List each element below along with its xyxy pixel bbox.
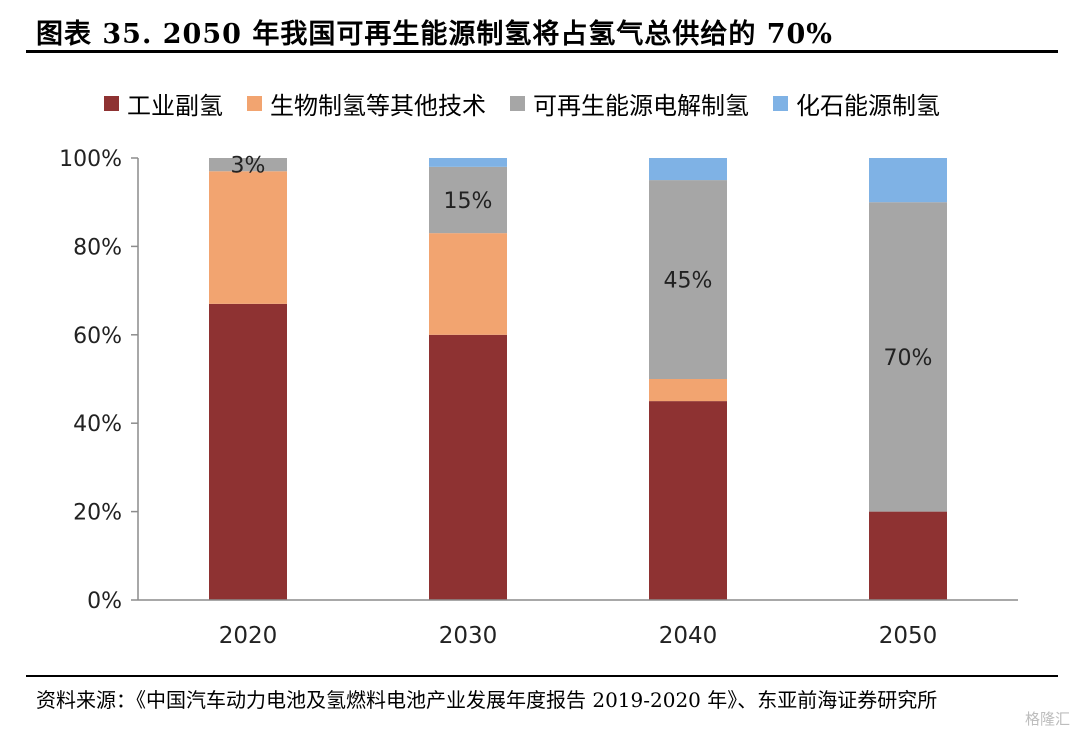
- legend-item-fossil: 化石能源制氢: [773, 86, 940, 121]
- bar-segment: [429, 233, 507, 335]
- legend-item-industrial: 工业副氢: [104, 86, 223, 121]
- bar-segment: [209, 158, 287, 172]
- stacked-bar-chart: 0% 20% 40% 60% 80% 100% 3% 2020 15% 2030 45% 2040 70…: [59, 147, 1018, 649]
- legend-swatch: [773, 96, 788, 111]
- legend-label: 工业副氢: [127, 92, 223, 120]
- bar-segment: [869, 511, 947, 600]
- legend-item-biological: 生物制氢等其他技术: [247, 86, 486, 121]
- data-label: 15%: [444, 189, 493, 214]
- bar-segment: [209, 171, 287, 304]
- x-tick-label: 2020: [219, 623, 278, 649]
- bar-segment: [649, 401, 727, 600]
- source-note: 资料来源：《中国汽车动力电池及氢燃料电池产业发展年度报告 2019-2020 年…: [36, 688, 938, 712]
- legend-swatch: [510, 96, 525, 111]
- bar-segment: [429, 166, 507, 234]
- source-rule: [26, 675, 1058, 677]
- data-label: 45%: [664, 269, 713, 294]
- legend: 工业副氢 生物制氢等其他技术 可再生能源电解制氢 化石能源制氢: [104, 86, 940, 121]
- x-tick-label: 2030: [439, 623, 498, 649]
- watermark: 格隆汇: [1024, 710, 1070, 728]
- title-rule: [26, 50, 1058, 53]
- legend-label: 可再生能源电解制氢: [533, 92, 749, 120]
- legend-item-renewable: 可再生能源电解制氢: [510, 86, 749, 121]
- bar-segment: [869, 202, 947, 512]
- y-tick-label: 60%: [73, 324, 122, 349]
- legend-swatch: [104, 96, 119, 111]
- legend-label: 生物制氢等其他技术: [270, 92, 486, 120]
- bar-segment: [429, 334, 507, 600]
- bar-segment: [649, 158, 727, 181]
- bar-segment: [649, 180, 727, 379]
- y-tick-label: 40%: [73, 412, 122, 437]
- legend-swatch: [247, 96, 262, 111]
- y-tick-label: 0%: [87, 589, 122, 614]
- bar-segment: [209, 303, 287, 600]
- bar-segment: [869, 158, 947, 203]
- data-label: 3%: [231, 154, 266, 179]
- y-tick-label: 100%: [59, 147, 122, 172]
- bar-segment: [649, 379, 727, 402]
- x-tick-label: 2040: [659, 623, 718, 649]
- y-tick-label: 20%: [73, 501, 122, 526]
- legend-label: 化石能源制氢: [796, 92, 940, 120]
- data-label: 70%: [884, 346, 933, 371]
- y-tick-label: 80%: [73, 235, 122, 260]
- bar-segment: [429, 158, 507, 167]
- x-tick-label: 2050: [879, 623, 938, 649]
- chart-title: 图表 35. 2050 年我国可再生能源制氢将占氢气总供给的 70%: [36, 19, 833, 50]
